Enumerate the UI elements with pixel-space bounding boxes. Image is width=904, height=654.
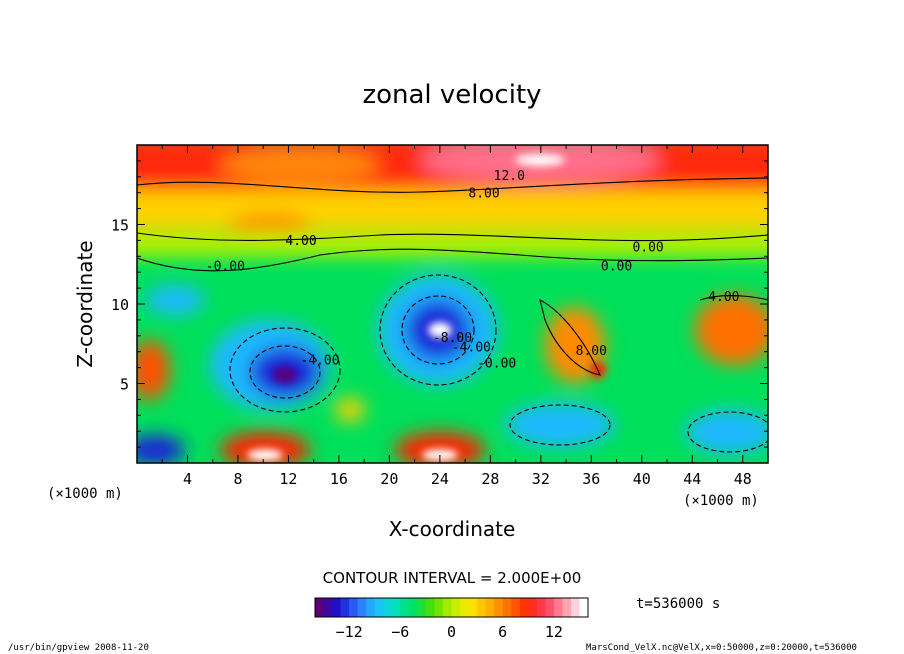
x-unit-left: (×1000 m) [47,486,123,502]
x-unit-right: (×1000 m) [683,493,759,509]
x-tick-label: 32 [532,470,550,488]
x-tick-label: 40 [633,470,651,488]
colorbar-tick-label: −12 [336,623,363,641]
colorbar-cell [400,598,410,617]
x-tick-label: 16 [330,470,348,488]
contour-label: -0.00 [477,357,516,372]
colorbar-cell [442,598,452,617]
colorbar-cell [528,598,538,617]
contour-label: 0.00 [632,241,663,256]
colorbar-tick-label: 12 [545,623,563,641]
colorbar-cell [383,598,393,617]
y-axis: 5 10 15 [111,160,768,448]
colorbar-cell [562,598,572,617]
chart-title: zonal velocity [362,80,541,110]
colorbar-cell [494,598,504,617]
colorbar-tick-label: −6 [391,623,409,641]
y-tick-label: 5 [120,376,129,394]
colorbar-cell [349,598,359,617]
colorbar-cell [408,598,418,617]
colorbar-cell [391,598,401,617]
footer-right: MarsCond_VelX.nc@VelX,x=0:50000,z=0:2000… [586,643,857,653]
colorbar-cell [570,598,580,617]
colorbar-cell [502,598,512,617]
x-tick-label: 24 [431,470,449,488]
colorbar-cell [434,598,444,617]
colorbar-cell [536,598,546,617]
contour-label: 4.00 [285,234,316,249]
contour-label: -0.00 [206,260,245,275]
contour-label: 0.00 [601,260,632,275]
x-tick-label: 8 [233,470,242,488]
colorbar [315,598,589,617]
footer-left: /usr/bin/gpview 2008-11-20 [8,643,149,653]
colorbar-cell [451,598,461,617]
contour-label: 4.00 [708,290,739,305]
contour-labels: 12.08.004.00-0.000.000.004.00-8.00-4.00-… [206,169,740,372]
contour-label: 8.00 [468,186,499,201]
colorbar-cell [477,598,487,617]
colorbar-cell [323,598,333,617]
x-tick-label: 48 [734,470,752,488]
x-tick-label: 44 [683,470,701,488]
colorbar-cell [511,598,521,617]
colorbar-cell [425,598,435,617]
colorbar-cell [468,598,478,617]
time-label: t=536000 s [636,596,720,612]
colorbar-cell [315,598,325,617]
contour-interval-text: CONTOUR INTERVAL = 2.000E+00 [323,569,582,587]
x-tick-label: 12 [279,470,297,488]
y-axis-label: Z-coordinate [73,240,97,367]
colorbar-cell [357,598,367,617]
y-tick-label: 10 [111,296,129,314]
heatmap-field [137,145,768,463]
colorbar-cell [340,598,350,617]
contour-label: 8.00 [576,344,607,359]
colorbar-cell [374,598,384,617]
contour-label: -4.00 [452,341,491,356]
colorbar-frame [314,597,589,618]
colorbar-cell [519,598,529,617]
colorbar-tick-label: 6 [498,623,507,641]
colorbar-cell [579,598,589,617]
x-tick-label: 4 [183,470,192,488]
colorbar-cell [366,598,376,617]
y-tick-label: 15 [111,217,129,235]
colorbar-cell [460,598,470,617]
contour-label: 12.0 [494,169,525,184]
x-tick-label: 20 [380,470,398,488]
colorbar-cell [417,598,427,617]
x-axis-label: X-coordinate [389,517,516,541]
x-tick-label: 36 [582,470,600,488]
colorbar-cell [553,598,563,617]
colorbar-cell [332,598,342,617]
colorbar-cell [545,598,555,617]
contour-label: -8.00 [433,331,472,346]
colorbar-ticks: −12 −6 0 6 12 [336,623,563,641]
x-axis: 4 8 12 16 20 24 28 32 36 40 44 48 [161,145,752,488]
contour-label: -4.00 [300,353,339,368]
x-tick-label: 28 [481,470,499,488]
colorbar-tick-label: 0 [447,623,456,641]
colorbar-cell [485,598,495,617]
